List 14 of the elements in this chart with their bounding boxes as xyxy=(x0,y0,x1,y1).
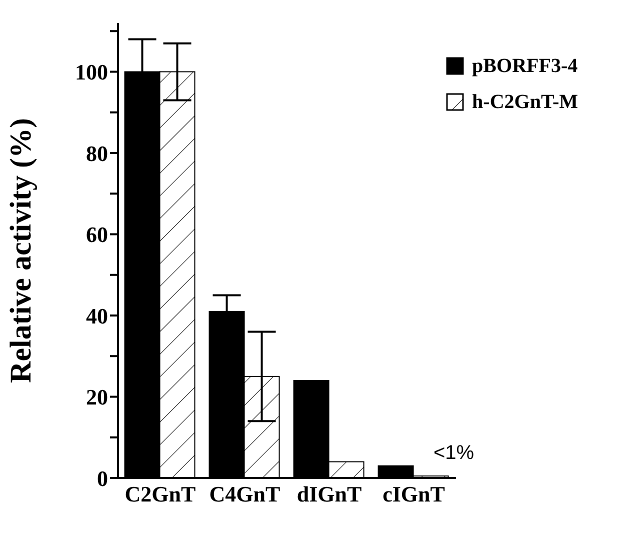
y-tick-label: 0 xyxy=(97,466,108,491)
x-tick-label: C2GnT xyxy=(124,482,196,507)
y-tick-label: 80 xyxy=(86,140,108,166)
y-tick-label: 40 xyxy=(86,303,108,328)
y-tick-label: 60 xyxy=(86,222,108,248)
x-tick-label: C4GnT xyxy=(209,482,281,507)
x-tick-label: dIGnT xyxy=(296,482,362,507)
y-axis-title: Relative activity (%) xyxy=(4,118,38,383)
annotation: <1% xyxy=(433,442,474,464)
legend-label: h-C2GnT-M xyxy=(472,90,578,114)
y-tick-label: 20 xyxy=(86,384,108,410)
legend-label: pBORFF3-4 xyxy=(472,54,578,78)
y-tick-label: 100 xyxy=(75,60,108,85)
x-tick-label: cIGnT xyxy=(382,482,446,507)
